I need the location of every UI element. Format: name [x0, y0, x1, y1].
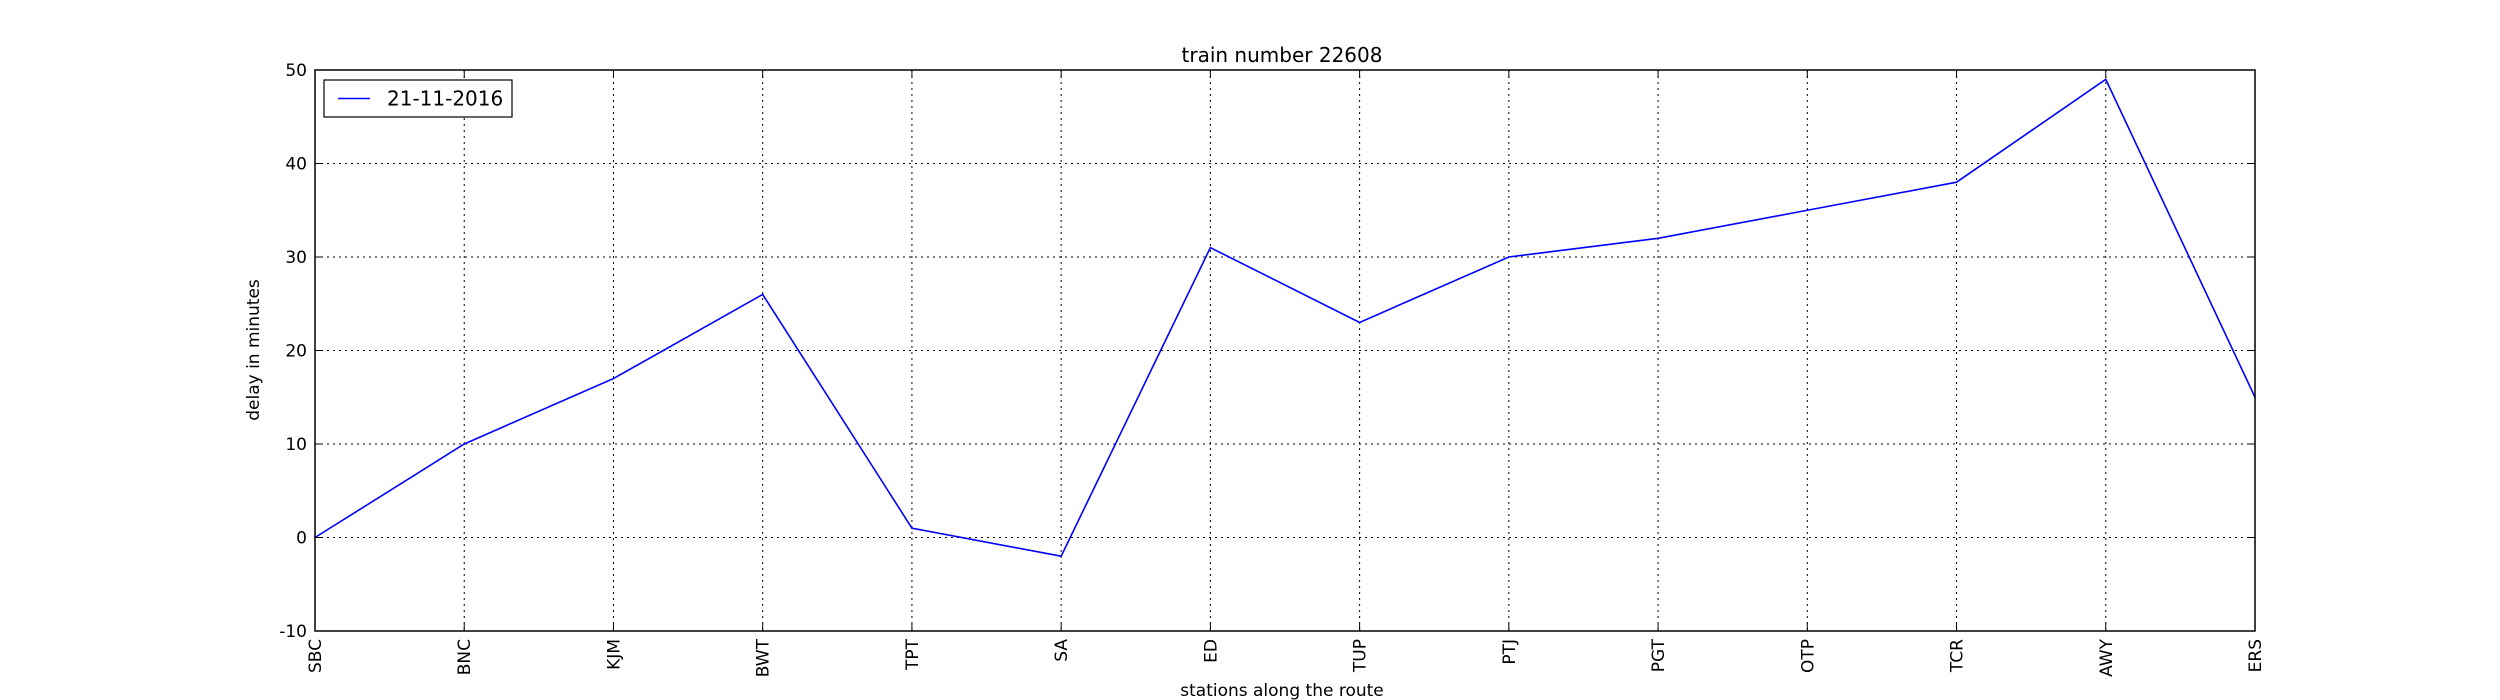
x-tick-label: SA: [1052, 639, 1072, 662]
data-point: [2104, 78, 2107, 81]
data-point: [1955, 181, 1958, 183]
legend: 21-11-2016: [323, 79, 513, 118]
x-tick-label: OTP: [1798, 639, 1818, 673]
y-tick-label: 30: [285, 248, 307, 268]
data-point: [612, 377, 615, 380]
x-tick-label: ERS: [2246, 639, 2266, 672]
series-line: [314, 78, 2256, 558]
x-tick-label: KJM: [604, 639, 624, 670]
data-point: [1060, 555, 1062, 557]
data-point: [911, 527, 913, 529]
data-point: [1508, 256, 1510, 258]
x-tick-label: PTJ: [1500, 639, 1520, 665]
x-tick-label: TUP: [1351, 639, 1371, 673]
y-tick-label: 40: [285, 155, 307, 175]
data-point: [761, 293, 764, 296]
x-tick-label: SBC: [306, 639, 326, 673]
y-axis-title: delay in minutes: [244, 279, 264, 421]
y-tick-label: -10: [279, 622, 307, 642]
x-axis-title: stations along the route: [1180, 681, 1384, 700]
x-tick-label: BNC: [455, 639, 475, 675]
legend-label: 21-11-2016: [387, 87, 503, 111]
data-point: [1806, 209, 1809, 212]
x-tick-label: AWY: [2097, 638, 2117, 677]
y-tick-label: 10: [285, 435, 307, 455]
x-tick-label: ED: [1201, 639, 1221, 663]
axes: SBC BNC KJM BWT TPT SA ED TUP PTJ PGT OTP TCR AWY ERS…: [279, 61, 2266, 677]
x-tick-label: TCR: [1948, 639, 1968, 673]
x-tick-label: PGT: [1649, 638, 1669, 672]
y-tick-label: 20: [285, 342, 307, 362]
chart-title: train number 22608: [1182, 43, 1383, 67]
data-point: [1657, 237, 1659, 240]
data-point: [463, 443, 466, 445]
x-tick-label: TPT: [903, 638, 923, 671]
x-tick-label: BWT: [754, 638, 774, 677]
y-tick-label: 50: [285, 61, 307, 81]
y-tick-label: 0: [296, 529, 307, 549]
data-point: [1358, 321, 1361, 324]
data-point: [1209, 246, 1212, 249]
